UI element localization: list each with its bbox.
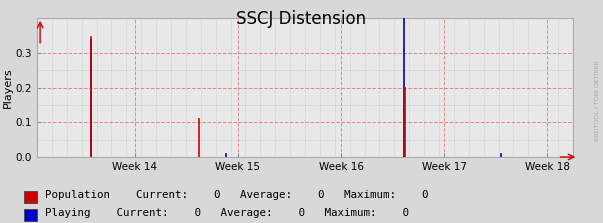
Text: Playing    Current:    0   Average:    0   Maximum:    0: Playing Current: 0 Average: 0 Maximum: 0 [45, 208, 409, 218]
Text: SSCJ Distension: SSCJ Distension [236, 10, 367, 28]
Y-axis label: Players: Players [3, 67, 13, 108]
Text: Population    Current:    0   Average:    0   Maximum:    0: Population Current: 0 Average: 0 Maximum… [45, 190, 429, 200]
Text: RRDTOOL / TOBI OETIKER: RRDTOOL / TOBI OETIKER [595, 60, 600, 141]
